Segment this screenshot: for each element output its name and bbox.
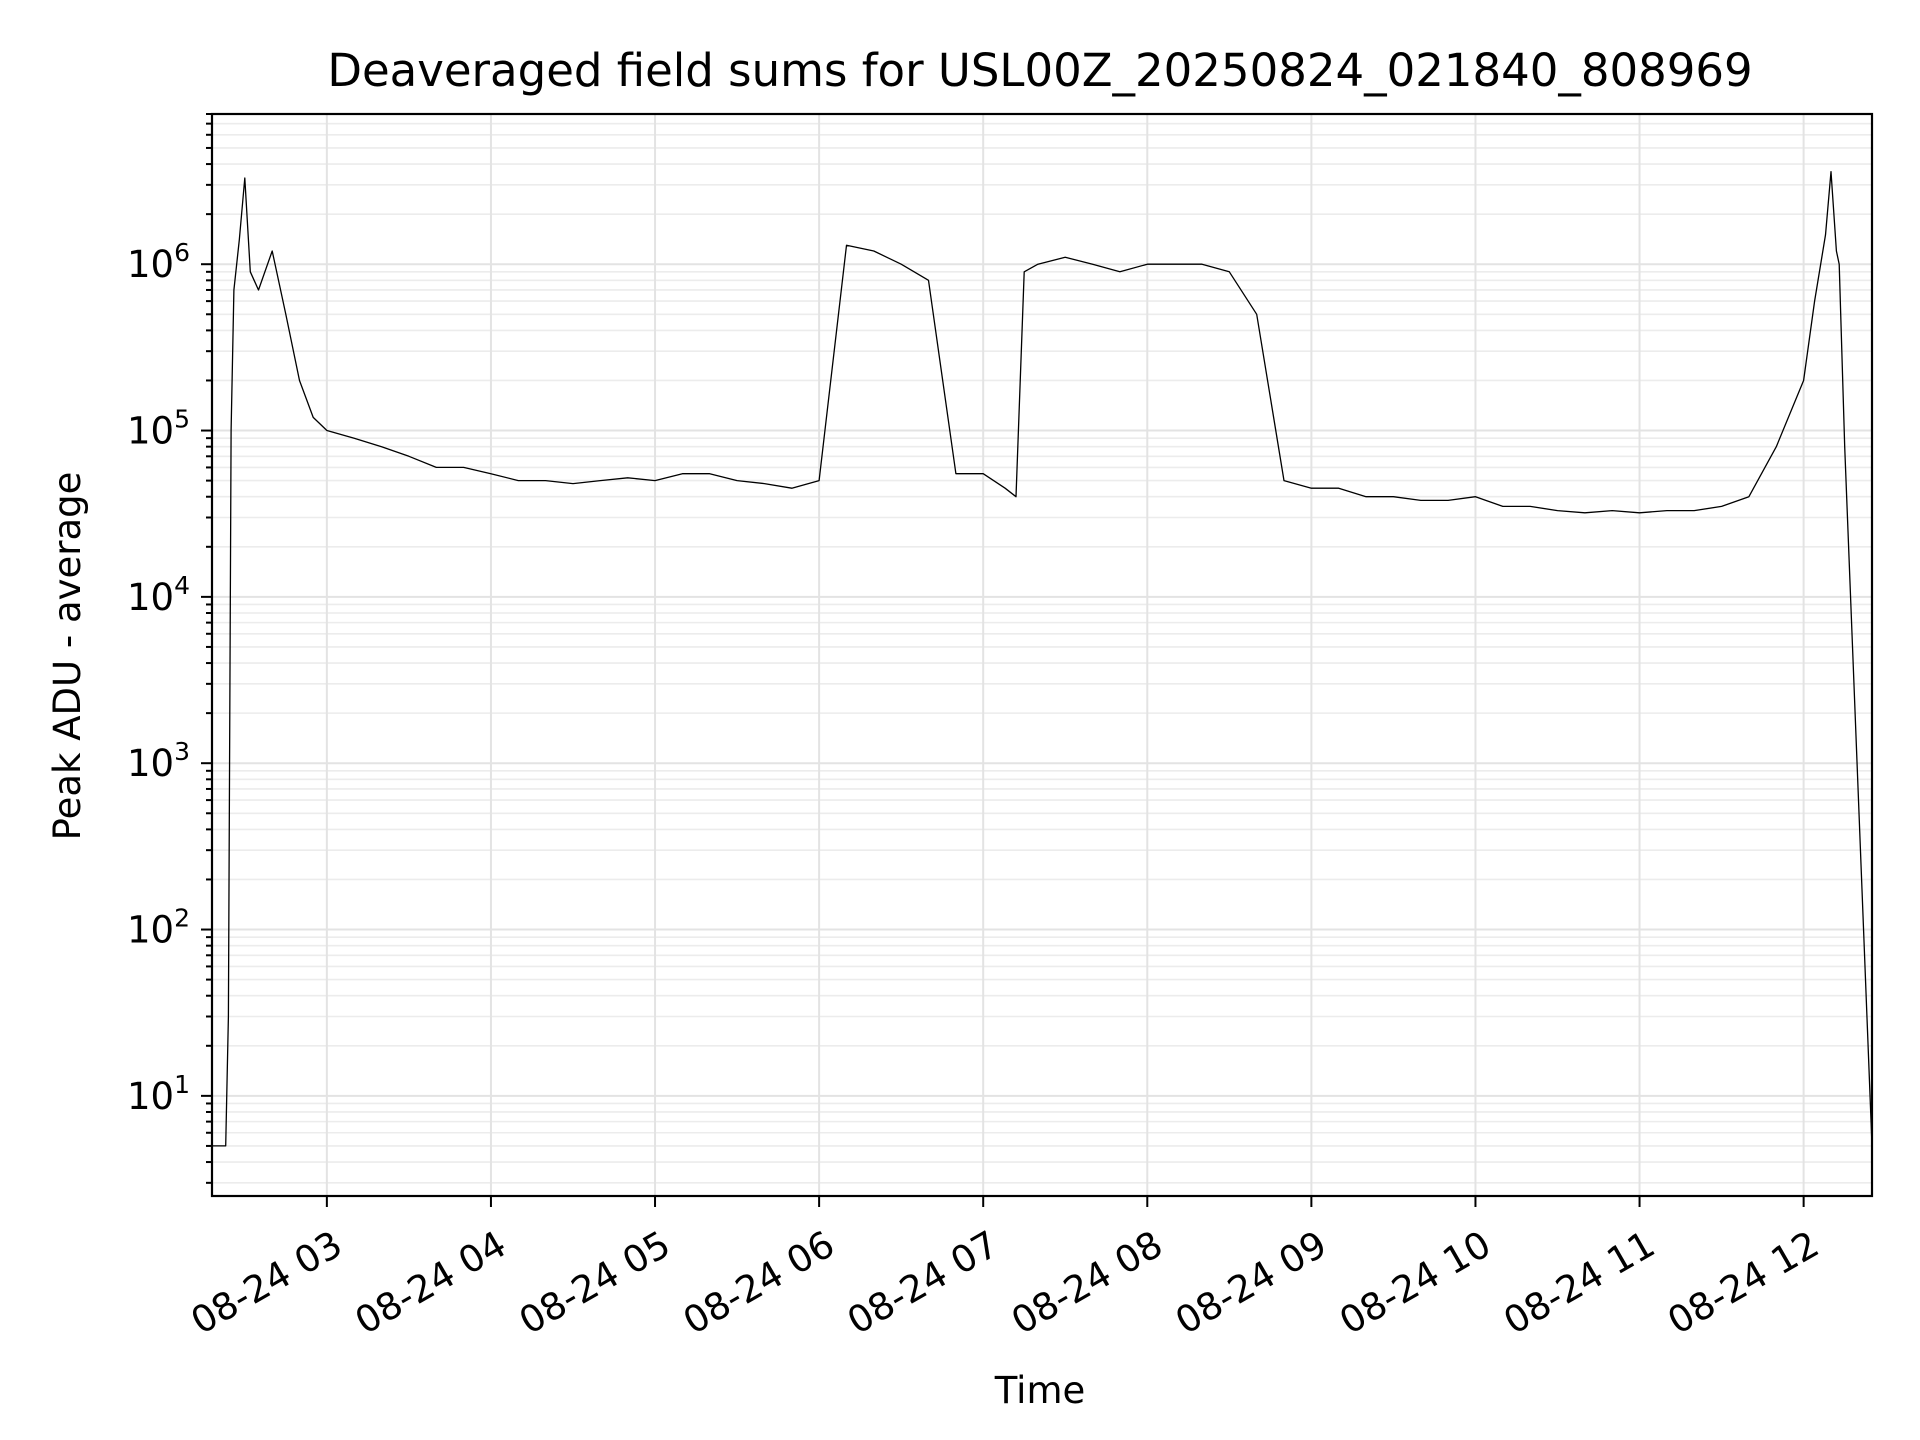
chart-title: Deaveraged field sums for USL00Z_2025082… <box>327 44 1752 97</box>
x-tick-label: 08-24 10 <box>1332 1223 1498 1343</box>
x-tick-label: 08-24 11 <box>1496 1223 1662 1343</box>
grid <box>212 113 1872 1196</box>
y-tick-label: 101 <box>127 1070 190 1118</box>
x-tick-label: 08-24 12 <box>1661 1223 1827 1343</box>
axis-ticks <box>201 113 1805 1207</box>
plot-frame <box>210 112 1874 1198</box>
x-axis-label: Time <box>994 1369 1086 1412</box>
y-tick-label: 105 <box>127 405 190 453</box>
x-tick-label: 08-24 09 <box>1168 1223 1334 1343</box>
series-line-0 <box>212 171 1873 1147</box>
y-tick-label: 103 <box>127 737 190 785</box>
x-tick-label: 08-24 06 <box>676 1223 842 1343</box>
y-tick-label: 106 <box>127 238 190 286</box>
data-series <box>212 171 1873 1147</box>
y-tick-labels: 101 102 103 104 105 106 <box>127 238 190 1118</box>
y-axis-label: Peak ADU - average <box>46 472 89 841</box>
x-tick-label: 08-24 07 <box>840 1223 1006 1343</box>
x-tick-label: 08-24 05 <box>512 1223 678 1343</box>
x-tick-label: 08-24 03 <box>184 1223 350 1343</box>
x-tick-label: 08-24 04 <box>348 1223 514 1343</box>
x-tick-label: 08-24 08 <box>1004 1223 1170 1343</box>
y-tick-label: 102 <box>127 904 190 952</box>
y-tick-label: 104 <box>127 571 190 619</box>
